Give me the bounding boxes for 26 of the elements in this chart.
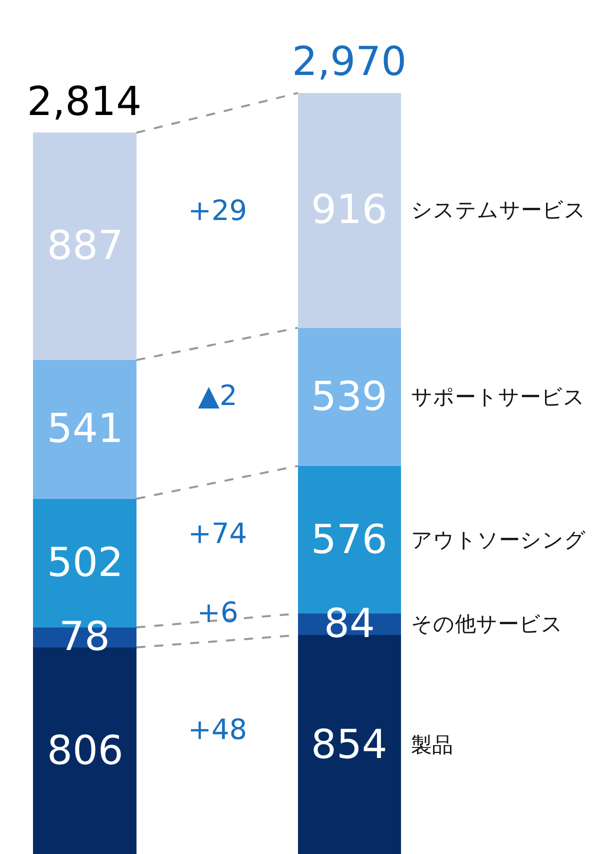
series-label: サポートサービス bbox=[411, 385, 585, 409]
total-label: 2,970 bbox=[292, 39, 407, 85]
data-label: 854 bbox=[311, 722, 388, 768]
bar bbox=[33, 360, 136, 499]
data-label: 916 bbox=[311, 187, 388, 233]
data-label: 541 bbox=[47, 406, 124, 452]
annotation: +29 bbox=[188, 194, 248, 227]
data-label: 78 bbox=[59, 614, 110, 660]
bar bbox=[33, 132, 136, 360]
series-label: システムサービス bbox=[411, 198, 586, 222]
data-label: 887 bbox=[47, 223, 124, 269]
annotation: +48 bbox=[188, 713, 248, 746]
total-label: 2,814 bbox=[27, 79, 142, 125]
data-label: 806 bbox=[47, 728, 124, 774]
bar bbox=[298, 93, 402, 328]
series-label: その他サービス bbox=[411, 612, 563, 636]
annotation: +6 bbox=[197, 596, 238, 629]
data-label: 539 bbox=[311, 374, 388, 420]
series-label: アウトソーシング bbox=[411, 528, 586, 552]
annotation: ▲2 bbox=[198, 379, 238, 412]
data-label: 502 bbox=[47, 540, 124, 586]
data-label: 84 bbox=[324, 601, 375, 647]
data-label: 576 bbox=[311, 517, 388, 563]
series-label: 製品 bbox=[411, 733, 453, 757]
bar bbox=[298, 328, 402, 466]
annotation: +74 bbox=[188, 517, 248, 550]
